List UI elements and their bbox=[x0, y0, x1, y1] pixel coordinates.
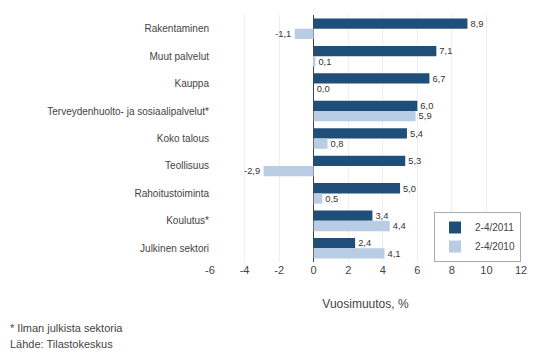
svg-text:Lähde: Tilastokeskus: Lähde: Tilastokeskus bbox=[10, 338, 113, 350]
svg-text:Muut palvelut: Muut palvelut bbox=[150, 51, 210, 62]
svg-text:4,4: 4,4 bbox=[393, 221, 406, 231]
svg-text:3,4: 3,4 bbox=[375, 211, 388, 221]
svg-text:Kauppa: Kauppa bbox=[175, 78, 210, 89]
svg-text:-2: -2 bbox=[274, 264, 284, 276]
svg-text:5,0: 5,0 bbox=[403, 184, 416, 194]
svg-text:10: 10 bbox=[480, 264, 492, 276]
svg-text:2: 2 bbox=[345, 264, 351, 276]
svg-text:2,4: 2,4 bbox=[358, 238, 371, 248]
svg-text:Vuosimuutos, %: Vuosimuutos, % bbox=[322, 297, 409, 311]
svg-text:8: 8 bbox=[449, 264, 455, 276]
svg-text:6,7: 6,7 bbox=[432, 74, 445, 84]
svg-text:0,0: 0,0 bbox=[317, 84, 330, 94]
svg-text:-4: -4 bbox=[240, 264, 250, 276]
svg-text:5,4: 5,4 bbox=[410, 129, 423, 139]
svg-text:5,3: 5,3 bbox=[408, 156, 421, 166]
svg-text:-2,9: -2,9 bbox=[244, 166, 260, 176]
svg-text:4,1: 4,1 bbox=[388, 249, 401, 259]
svg-text:Julkinen sektori: Julkinen sektori bbox=[140, 243, 209, 254]
svg-text:0: 0 bbox=[311, 264, 317, 276]
svg-text:Koulutus*: Koulutus* bbox=[166, 215, 209, 226]
svg-text:8,9: 8,9 bbox=[470, 19, 483, 29]
svg-text:2-4/2010: 2-4/2010 bbox=[475, 241, 515, 252]
svg-text:* Ilman julkista sektoria: * Ilman julkista sektoria bbox=[10, 322, 123, 334]
svg-text:6: 6 bbox=[414, 264, 420, 276]
svg-text:Rahoitustoiminta: Rahoitustoiminta bbox=[135, 188, 210, 199]
svg-text:4: 4 bbox=[380, 264, 386, 276]
svg-text:12: 12 bbox=[515, 264, 527, 276]
svg-text:0,5: 0,5 bbox=[325, 194, 338, 204]
svg-text:-1,1: -1,1 bbox=[275, 29, 291, 39]
svg-text:Rakentaminen: Rakentaminen bbox=[145, 23, 209, 34]
svg-text:5,9: 5,9 bbox=[419, 111, 432, 121]
svg-text:2-4/2011: 2-4/2011 bbox=[475, 222, 514, 233]
svg-text:6,0: 6,0 bbox=[420, 101, 433, 111]
svg-text:Teollisuus: Teollisuus bbox=[165, 160, 209, 171]
svg-text:Terveydenhuolto- ja sosiaalipa: Terveydenhuolto- ja sosiaalipalvelut* bbox=[47, 106, 209, 117]
svg-text:-6: -6 bbox=[205, 264, 215, 276]
svg-text:7,1: 7,1 bbox=[439, 46, 452, 56]
svg-text:0,1: 0,1 bbox=[318, 57, 331, 67]
svg-text:Koko talous: Koko talous bbox=[157, 133, 209, 144]
svg-text:0,8: 0,8 bbox=[330, 139, 343, 149]
